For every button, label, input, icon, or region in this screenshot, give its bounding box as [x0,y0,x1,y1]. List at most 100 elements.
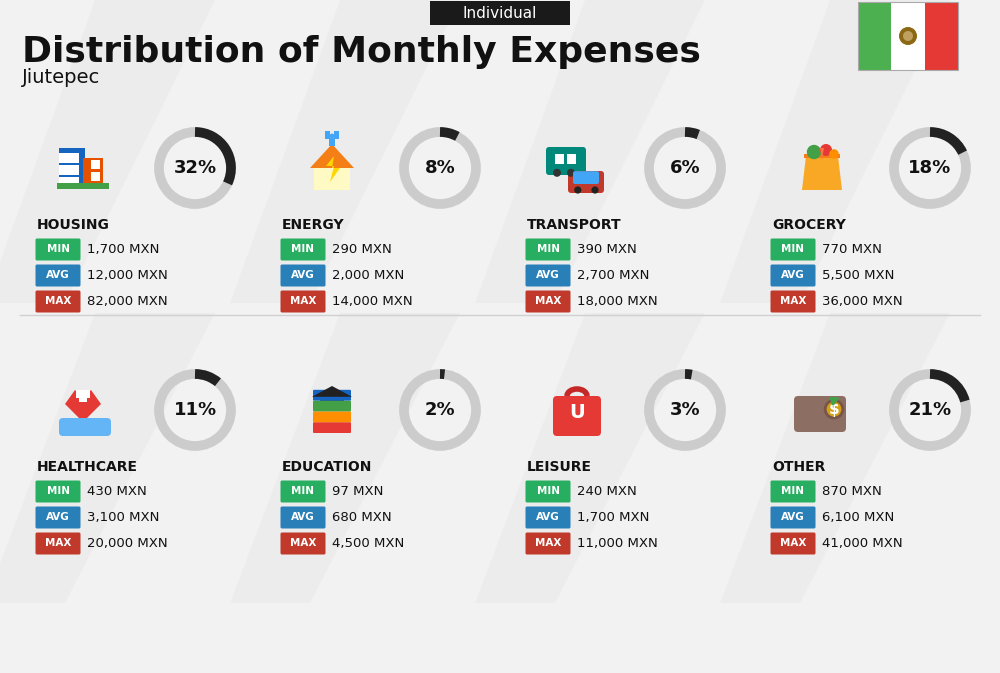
Text: MIN: MIN [292,244,314,254]
Text: 32%: 32% [173,159,217,177]
Text: 11,000 MXN: 11,000 MXN [577,537,658,550]
Text: AVG: AVG [781,271,805,281]
Polygon shape [720,0,950,303]
Bar [59,165,69,175]
Polygon shape [802,156,842,190]
Text: MIN: MIN [536,487,560,497]
Bar [891,2,925,70]
Text: MAX: MAX [535,538,561,548]
Text: GROCERY: GROCERY [772,218,846,232]
Text: Jiutepec: Jiutepec [22,68,100,87]
Text: 5,500 MXN: 5,500 MXN [822,269,894,282]
FancyBboxPatch shape [280,291,326,312]
Text: 770 MXN: 770 MXN [822,243,882,256]
Text: 18,000 MXN: 18,000 MXN [577,295,658,308]
Bar [69,153,79,163]
Text: Individual: Individual [463,5,537,20]
FancyBboxPatch shape [280,532,326,555]
FancyBboxPatch shape [526,238,570,260]
Text: AVG: AVG [536,271,560,281]
Bar [314,168,350,190]
Text: AVG: AVG [291,271,315,281]
Text: AVG: AVG [291,513,315,522]
Text: MIN: MIN [782,244,804,254]
Circle shape [899,27,917,45]
Circle shape [330,134,334,139]
FancyBboxPatch shape [770,507,816,528]
Text: 680 MXN: 680 MXN [332,511,392,524]
Bar [858,2,958,70]
Text: OTHER: OTHER [772,460,825,474]
Text: 3%: 3% [670,401,700,419]
Text: MAX: MAX [45,538,71,548]
Polygon shape [720,313,950,603]
Circle shape [591,186,599,194]
FancyBboxPatch shape [36,238,80,260]
FancyBboxPatch shape [546,147,586,175]
Bar [91,160,100,169]
Circle shape [903,31,913,41]
Text: 430 MXN: 430 MXN [87,485,147,498]
Text: 290 MXN: 290 MXN [332,243,392,256]
Circle shape [807,145,821,160]
Text: $: $ [829,402,839,417]
FancyBboxPatch shape [36,481,80,503]
FancyBboxPatch shape [280,264,326,287]
Bar [69,177,79,187]
Bar [91,172,100,181]
Text: MIN: MIN [536,244,560,254]
Bar [57,183,109,189]
Text: MAX: MAX [45,297,71,306]
Text: HEALTHCARE: HEALTHCARE [37,460,138,474]
Text: TRANSPORT: TRANSPORT [527,218,622,232]
FancyBboxPatch shape [36,507,80,528]
Polygon shape [0,313,215,603]
FancyBboxPatch shape [526,532,570,555]
FancyBboxPatch shape [36,264,80,287]
Bar [59,177,69,187]
Text: MAX: MAX [780,297,806,306]
Bar [804,154,840,158]
Text: 41,000 MXN: 41,000 MXN [822,537,903,550]
Circle shape [829,149,839,159]
Text: AVG: AVG [536,513,560,522]
Bar [329,138,335,146]
Text: MAX: MAX [290,538,316,548]
Text: 12,000 MXN: 12,000 MXN [87,269,168,282]
Bar [334,131,339,139]
Circle shape [567,169,575,177]
Text: AVG: AVG [781,513,805,522]
Bar [83,158,103,188]
Circle shape [820,144,832,156]
Polygon shape [326,156,340,182]
FancyBboxPatch shape [36,532,80,555]
FancyBboxPatch shape [568,171,604,193]
Circle shape [553,169,561,177]
Polygon shape [230,0,460,303]
Polygon shape [820,148,824,160]
Text: 4,500 MXN: 4,500 MXN [332,537,404,550]
FancyBboxPatch shape [573,171,599,184]
FancyBboxPatch shape [526,481,570,503]
Text: 240 MXN: 240 MXN [577,485,637,498]
Text: 6,100 MXN: 6,100 MXN [822,511,894,524]
FancyBboxPatch shape [770,291,816,312]
Text: 18%: 18% [908,159,952,177]
Polygon shape [0,0,215,303]
FancyBboxPatch shape [794,396,846,432]
Circle shape [574,186,581,194]
Text: MAX: MAX [780,538,806,548]
FancyBboxPatch shape [526,507,570,528]
Text: 2,000 MXN: 2,000 MXN [332,269,404,282]
Text: 1,700 MXN: 1,700 MXN [577,511,649,524]
Polygon shape [65,390,101,422]
Bar [555,154,564,164]
Text: ENERGY: ENERGY [282,218,345,232]
Text: AVG: AVG [46,513,70,522]
Bar [79,390,87,402]
Bar [69,165,79,175]
Text: U: U [569,402,585,421]
Circle shape [825,400,843,418]
Text: 870 MXN: 870 MXN [822,485,882,498]
FancyBboxPatch shape [770,264,816,287]
